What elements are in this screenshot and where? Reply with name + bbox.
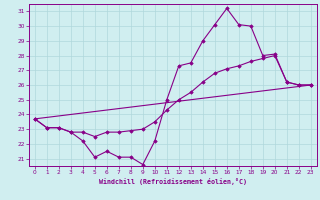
X-axis label: Windchill (Refroidissement éolien,°C): Windchill (Refroidissement éolien,°C) (99, 178, 247, 185)
